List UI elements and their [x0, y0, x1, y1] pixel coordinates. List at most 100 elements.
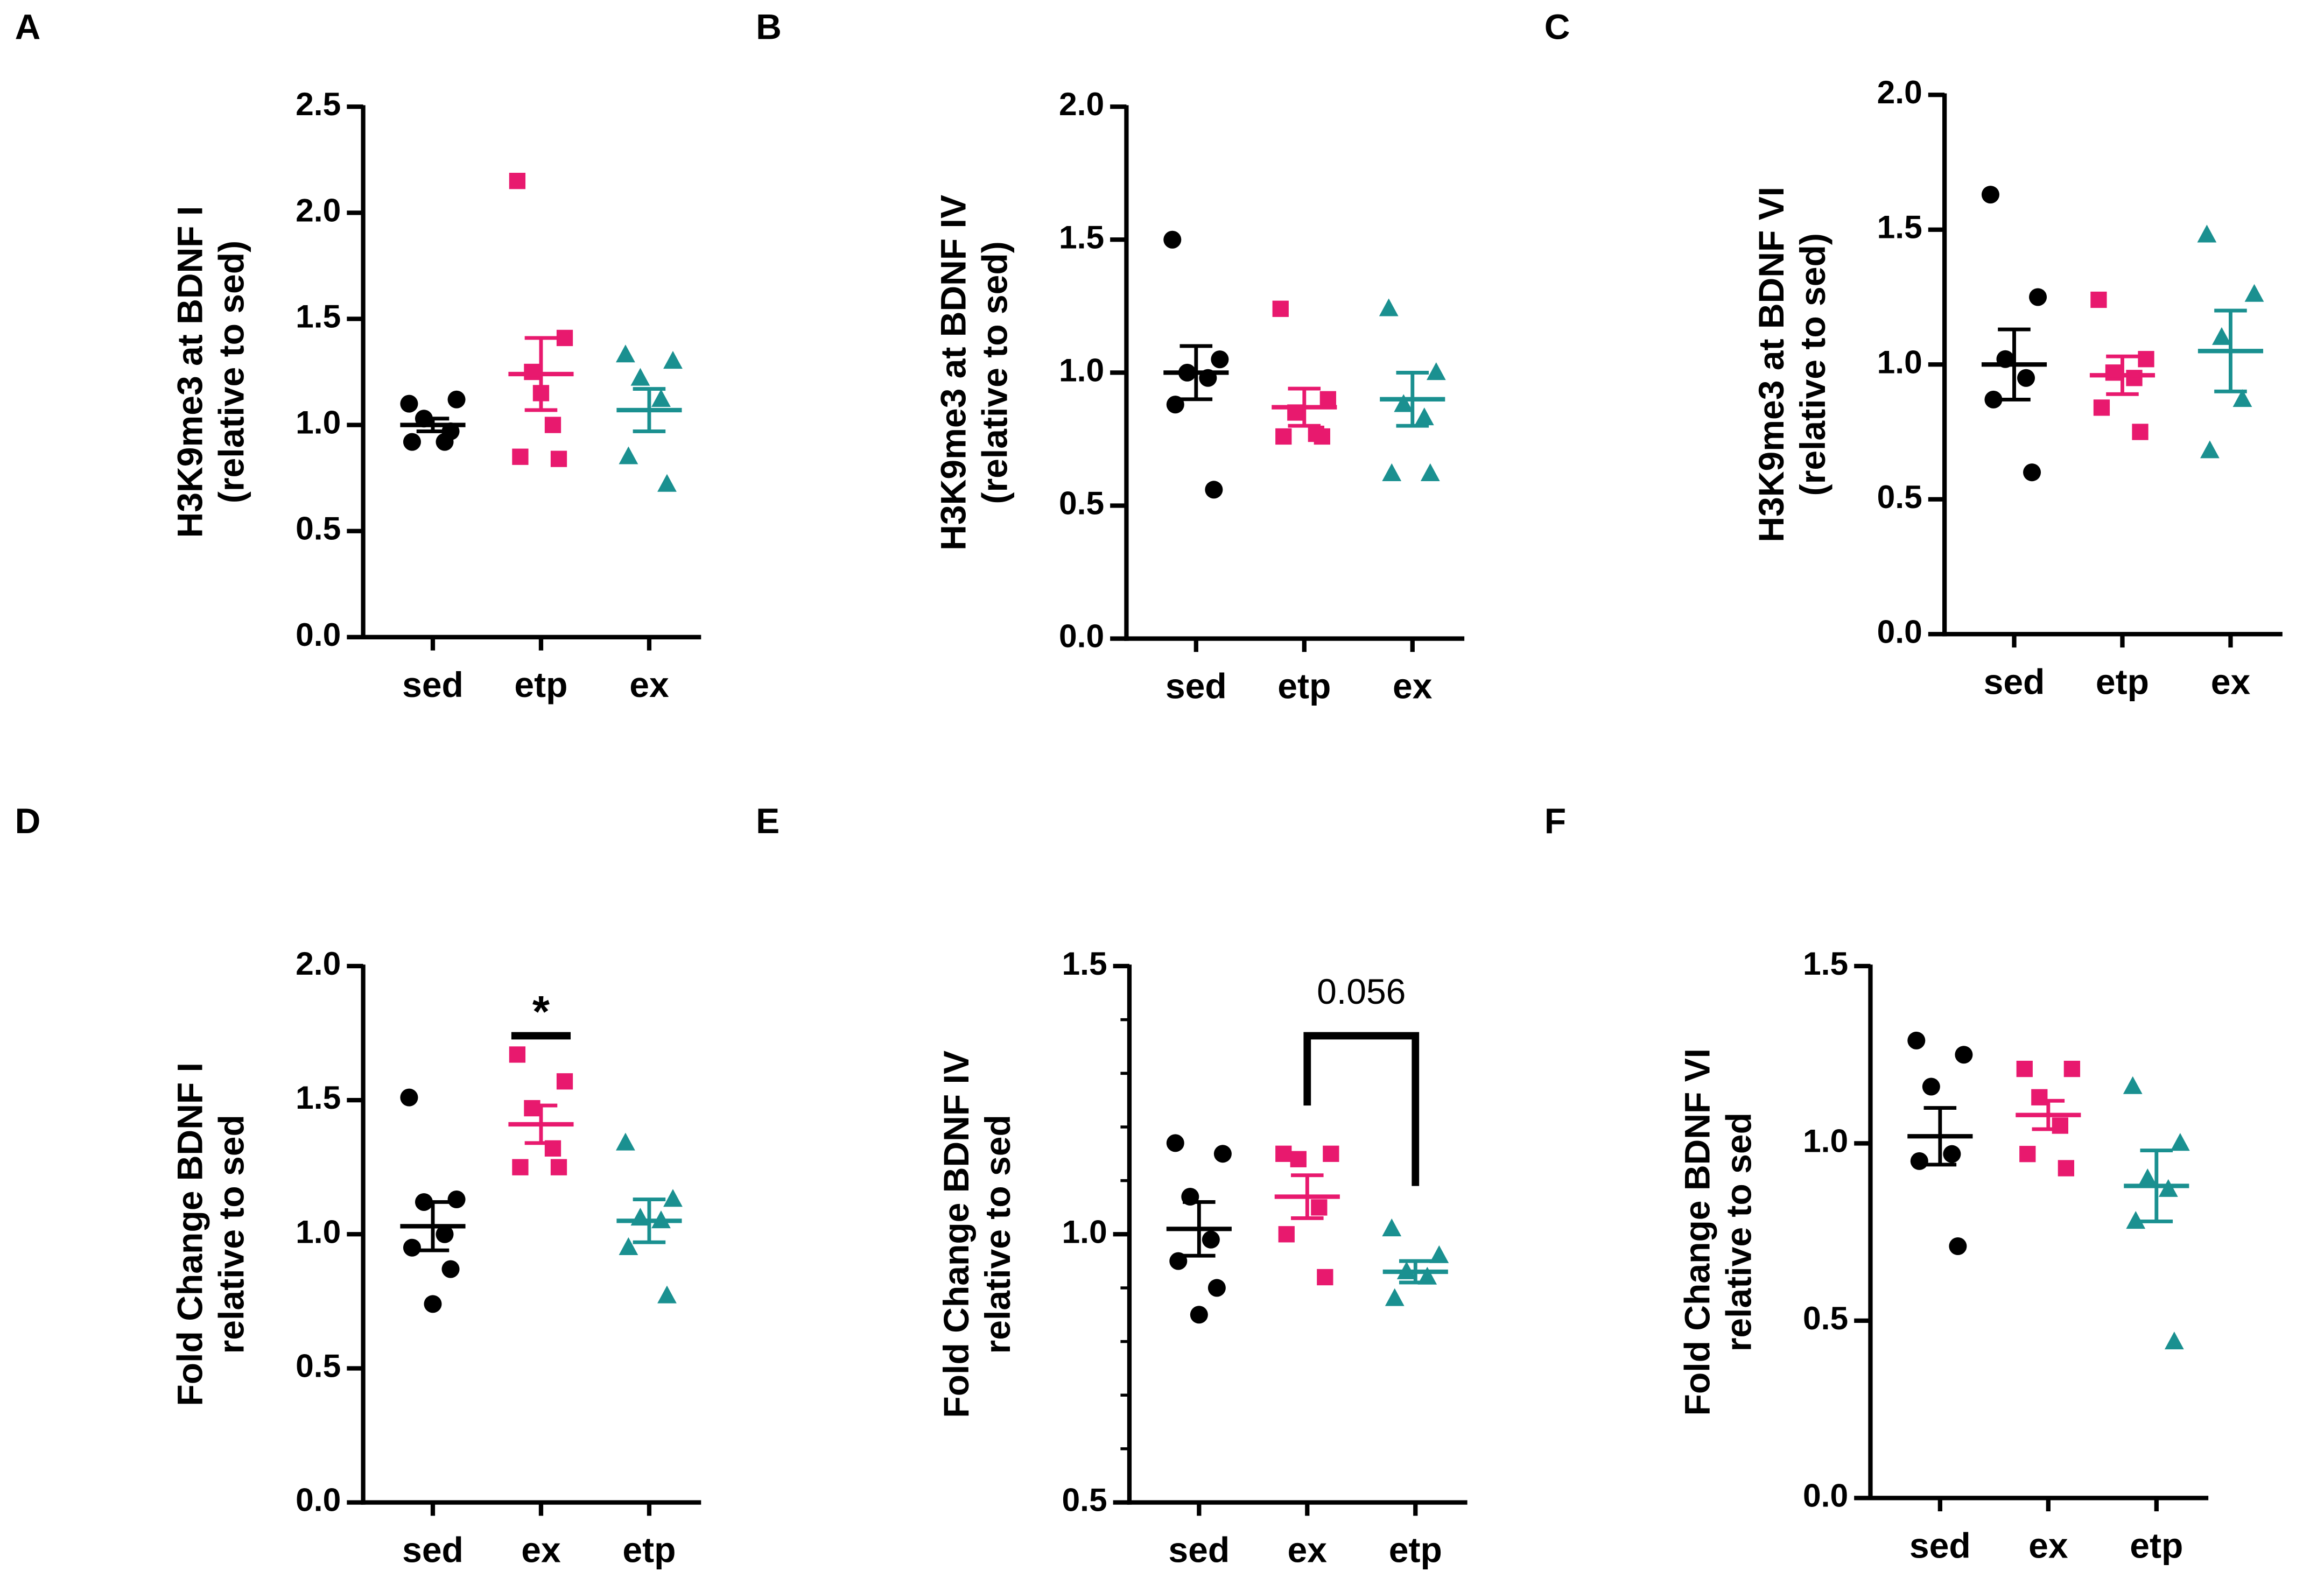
- panel: B 0.0 0.5 1.0 1.5 2.0 sed etp ex H3K9me3 at BDNF …: [756, 8, 1465, 707]
- data-point: [1922, 1077, 1940, 1096]
- y-tick-label: 0.0: [296, 616, 341, 653]
- data-point: [556, 329, 573, 347]
- sem-bar: [2214, 308, 2247, 393]
- data-point: [2244, 284, 2264, 302]
- y-tick-label: 1.0: [1877, 343, 1922, 380]
- y-tick-label: 1.0: [296, 404, 341, 441]
- data-point: [447, 1190, 466, 1209]
- y-tick-label: 2.0: [296, 192, 341, 228]
- significance-label: 0.056: [1317, 972, 1406, 1012]
- sem-bar: [416, 417, 450, 433]
- sem-bar: [1998, 327, 2031, 401]
- data-point: [2063, 1060, 2081, 1077]
- x-tick-label: ex: [2211, 662, 2251, 702]
- y-tick-label: 1.5: [1803, 945, 1848, 982]
- panel-letter: C: [1544, 8, 1570, 47]
- data-point: [657, 1285, 677, 1304]
- sem-bar: [1291, 1173, 1324, 1220]
- data-point: [556, 1073, 573, 1090]
- data-point: [2170, 1133, 2190, 1151]
- data-point: [424, 1295, 442, 1313]
- y-axis-title: relative to sed: [978, 1115, 1018, 1354]
- x-tick-label: etp: [1277, 667, 1331, 707]
- data-point: [400, 1088, 418, 1107]
- x-tick-label: sed: [402, 1531, 464, 1570]
- data-point: [1278, 1226, 1295, 1243]
- y-tick-label: 0.0: [1803, 1477, 1848, 1513]
- y-axis-title: H3K9me3 at BDNF I: [170, 206, 210, 538]
- data-point: [512, 448, 529, 465]
- data-point: [1314, 428, 1330, 445]
- x-tick-label: etp: [1389, 1531, 1442, 1570]
- data-point: [616, 1132, 635, 1151]
- data-point: [2132, 424, 2149, 440]
- data-point: [509, 173, 526, 189]
- panel-letter: F: [1544, 801, 1566, 841]
- sem-bar: [2106, 354, 2139, 396]
- data-point: [441, 1260, 460, 1278]
- x-tick-label: sed: [1909, 1526, 1971, 1566]
- data-point: [1166, 396, 1184, 414]
- y-tick-label: 1.5: [296, 1079, 341, 1116]
- x-tick-label: etp: [2096, 662, 2149, 702]
- data-point: [2200, 440, 2220, 459]
- data-point: [2052, 1117, 2068, 1134]
- panel-letter: A: [15, 8, 41, 47]
- y-tick-label: 0.0: [296, 1482, 341, 1518]
- data-point: [2164, 1332, 2184, 1350]
- x-tick-label: ex: [629, 665, 669, 705]
- data-point: [1275, 428, 1292, 445]
- y-tick-label: 2.5: [296, 86, 341, 122]
- data-point: [1394, 394, 1414, 412]
- data-point: [2029, 288, 2047, 306]
- data-point: [1414, 407, 1434, 426]
- data-point: [550, 450, 567, 467]
- y-tick-label: 1.5: [296, 298, 341, 334]
- data-point: [1426, 362, 1446, 381]
- y-tick-label: 0.0: [1877, 613, 1922, 650]
- data-point: [616, 344, 635, 363]
- data-point: [1317, 1269, 1333, 1286]
- data-point: [2105, 364, 2122, 381]
- data-point: [663, 351, 683, 369]
- data-point: [2058, 1160, 2075, 1177]
- y-tick-label: 0.5: [1059, 484, 1104, 521]
- y-tick-label: 2.0: [296, 945, 341, 982]
- data-point: [1311, 1199, 1328, 1216]
- y-axis-title: Fold Change BDNF IV: [937, 1051, 977, 1418]
- sem-bar: [524, 336, 558, 412]
- data-point: [1420, 463, 1440, 481]
- data-point: [1169, 1252, 1188, 1270]
- y-tick-label: 2.0: [1059, 86, 1104, 122]
- panel: F 0.0 0.5 1.0 1.5 sed ex etp Fold Change BDNF VI…: [1544, 801, 2209, 1566]
- data-point: [2123, 1076, 2143, 1094]
- data-point: [1166, 1134, 1184, 1152]
- data-point: [2138, 351, 2154, 368]
- y-axis-title: Fold Change BDNF I: [170, 1062, 210, 1406]
- y-tick-label: 0.5: [1877, 478, 1922, 515]
- data-point: [447, 390, 466, 408]
- panel-letter: E: [756, 801, 780, 841]
- data-point: [1910, 1152, 1928, 1170]
- data-point: [524, 1100, 540, 1117]
- data-point: [2126, 1211, 2146, 1229]
- panel: D 0.0 0.5 1.0 1.5 2.0 sed ex etp Fold Change BDNF…: [15, 801, 701, 1570]
- data-point: [550, 1159, 567, 1175]
- data-point: [509, 1046, 526, 1063]
- x-tick-label: etp: [2130, 1526, 2183, 1566]
- sem-bar: [1923, 1106, 1957, 1167]
- panel: C 0.0 0.5 1.0 1.5 2.0 sed etp ex H3K9me3 at BDNF …: [1544, 8, 2283, 702]
- y-axis-title: Fold Change BDNF VI: [1677, 1048, 1717, 1416]
- data-point: [2232, 389, 2252, 407]
- data-point: [1272, 300, 1289, 317]
- data-point: [512, 1159, 529, 1175]
- data-point: [2197, 224, 2217, 243]
- panel: A 0.0 0.5 1.0 1.5 2.0 2.5 sed etp ex H3K9me3 at BD…: [15, 8, 701, 705]
- data-point: [1190, 1306, 1208, 1324]
- y-tick-label: 0.5: [296, 510, 341, 547]
- data-point: [1955, 1046, 1973, 1064]
- sem-bar: [1399, 1259, 1432, 1285]
- sem-bar: [1396, 370, 1429, 428]
- x-tick-label: sed: [1165, 667, 1227, 707]
